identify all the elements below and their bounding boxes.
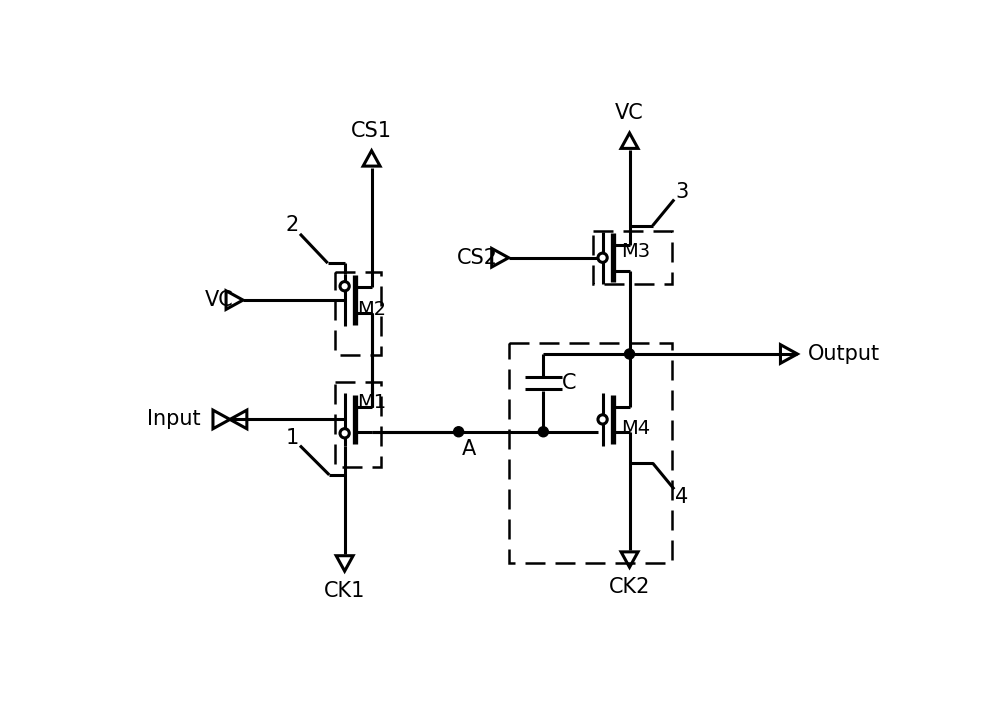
Bar bbox=[335, 382, 381, 467]
Bar bbox=[509, 343, 672, 562]
Text: M4: M4 bbox=[621, 419, 650, 438]
Text: Output: Output bbox=[808, 344, 880, 364]
Text: A: A bbox=[462, 439, 477, 459]
Text: M3: M3 bbox=[621, 242, 650, 261]
Circle shape bbox=[340, 282, 349, 291]
Bar bbox=[335, 272, 381, 356]
Circle shape bbox=[454, 427, 464, 436]
Circle shape bbox=[598, 415, 607, 424]
Text: 2: 2 bbox=[286, 215, 299, 234]
Text: VC: VC bbox=[615, 103, 644, 123]
Circle shape bbox=[598, 253, 607, 263]
Text: C: C bbox=[562, 373, 577, 394]
Text: Input: Input bbox=[147, 410, 201, 429]
Text: VC: VC bbox=[205, 290, 234, 310]
Text: 1: 1 bbox=[286, 428, 299, 448]
Text: 4: 4 bbox=[675, 487, 689, 507]
Bar bbox=[593, 231, 672, 284]
Text: CS1: CS1 bbox=[351, 120, 392, 141]
Text: 3: 3 bbox=[675, 182, 689, 202]
Text: M2: M2 bbox=[357, 300, 386, 319]
Text: M1: M1 bbox=[357, 393, 386, 412]
Text: CS2: CS2 bbox=[457, 248, 498, 268]
Circle shape bbox=[538, 427, 548, 436]
Circle shape bbox=[340, 429, 349, 438]
Text: CK1: CK1 bbox=[324, 581, 365, 601]
Circle shape bbox=[625, 349, 635, 359]
Text: CK2: CK2 bbox=[609, 577, 650, 597]
